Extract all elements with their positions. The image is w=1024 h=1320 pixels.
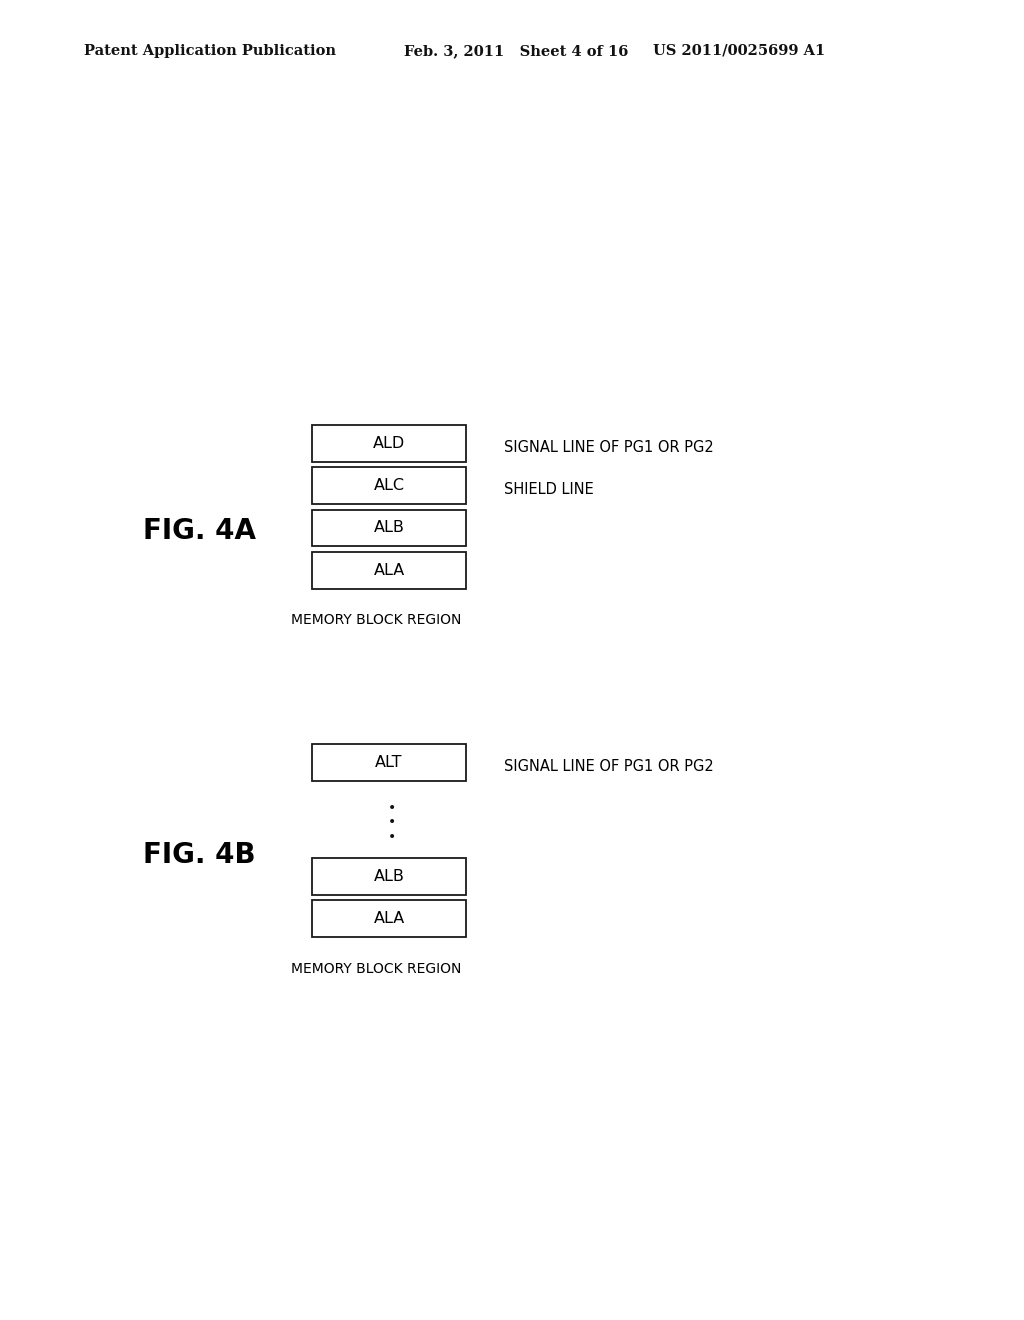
Text: •: • [388, 801, 396, 814]
Text: Patent Application Publication: Patent Application Publication [84, 44, 336, 58]
FancyBboxPatch shape [312, 467, 466, 504]
Text: MEMORY BLOCK REGION: MEMORY BLOCK REGION [291, 962, 461, 975]
FancyBboxPatch shape [312, 900, 466, 937]
Text: US 2011/0025699 A1: US 2011/0025699 A1 [653, 44, 825, 58]
Text: •: • [388, 816, 396, 829]
Text: ALC: ALC [374, 478, 404, 494]
Text: ALB: ALB [374, 520, 404, 536]
FancyBboxPatch shape [312, 744, 466, 781]
Text: ALT: ALT [376, 755, 402, 771]
Text: FIG. 4B: FIG. 4B [143, 841, 256, 870]
Text: SIGNAL LINE OF PG1 OR PG2: SIGNAL LINE OF PG1 OR PG2 [504, 759, 714, 775]
FancyBboxPatch shape [312, 858, 466, 895]
Text: •: • [388, 830, 396, 843]
Text: SIGNAL LINE OF PG1 OR PG2: SIGNAL LINE OF PG1 OR PG2 [504, 440, 714, 455]
Text: Feb. 3, 2011   Sheet 4 of 16: Feb. 3, 2011 Sheet 4 of 16 [404, 44, 629, 58]
Text: SHIELD LINE: SHIELD LINE [504, 482, 594, 498]
FancyBboxPatch shape [312, 510, 466, 546]
Text: FIG. 4A: FIG. 4A [143, 516, 256, 545]
Text: ALA: ALA [374, 911, 404, 927]
FancyBboxPatch shape [312, 425, 466, 462]
Text: ALD: ALD [373, 436, 406, 451]
FancyBboxPatch shape [312, 552, 466, 589]
Text: ALB: ALB [374, 869, 404, 884]
Text: ALA: ALA [374, 562, 404, 578]
Text: MEMORY BLOCK REGION: MEMORY BLOCK REGION [291, 614, 461, 627]
